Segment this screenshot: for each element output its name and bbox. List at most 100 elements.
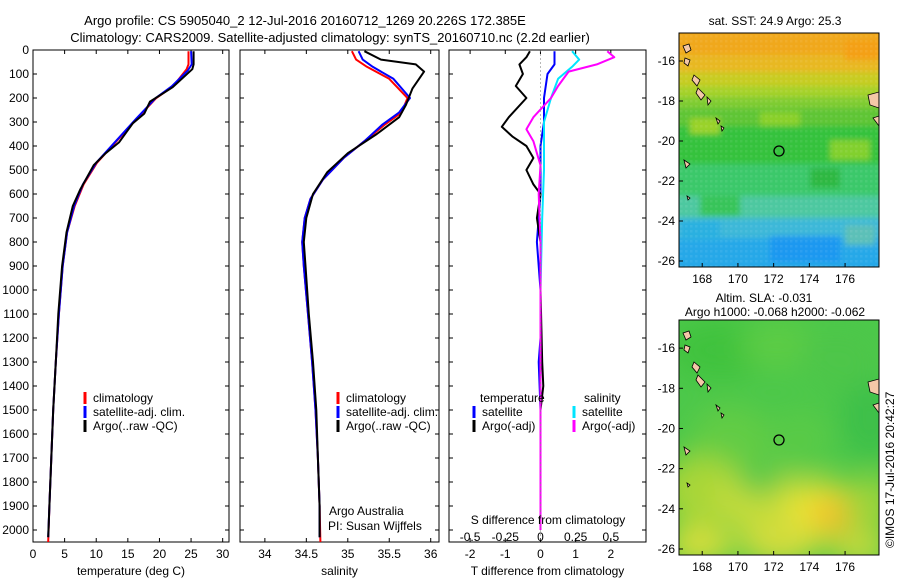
difference-x-axis-label: T difference from climatology: [471, 564, 625, 578]
sla-map-title-line2: Argo h1000: -0.068 h2000: -0.062: [685, 305, 865, 319]
x-tick-label: -1: [500, 547, 511, 561]
y-tick-label: 500: [9, 163, 29, 177]
legend-title-temperature: temperature: [480, 391, 545, 405]
y-tick-label: 1400: [2, 379, 29, 393]
salinity-plot-frame: [239, 49, 440, 543]
sst-map-frame: [678, 32, 880, 268]
x-tick-label: 10: [90, 547, 104, 561]
x-tick-label: 0: [537, 547, 544, 561]
sla-island-shapes: [682, 330, 879, 488]
legend-label-argo: Argo(..raw -QC): [93, 419, 178, 433]
x-tick-label: 35: [341, 547, 355, 561]
s-diff-tick-label: 0.5: [602, 530, 619, 544]
legend-label-satellite: satellite-adj. clim.: [93, 405, 185, 419]
x-tick-label: 2: [607, 547, 614, 561]
s-diff-tick-label: 0.25: [564, 530, 588, 544]
sla-map-frame: [678, 319, 880, 556]
salinity-x-axis-label: salinity: [321, 564, 358, 578]
sla-argo-position-marker: [773, 434, 785, 446]
y-tick-label: 700: [9, 211, 29, 225]
sla-map-axes: 168 170 172 174 176 -16 -18 -20 -22 -24 -26: [658, 341, 856, 574]
s-difference-axis-label: S difference from climatology: [471, 513, 626, 527]
temperature-series-argo-raw-qc: [47, 51, 195, 538]
x-tick-label: 15: [121, 547, 135, 561]
figure-title-line2: Climatology: CARS2009. Satellite-adjuste…: [70, 30, 590, 45]
map-y-tick-label: -16: [658, 341, 676, 355]
x-tick-label: 5: [61, 547, 68, 561]
map-y-tick-label: -26: [658, 254, 676, 268]
y-tick-label: 1500: [2, 403, 29, 417]
figure-title-line1: Argo profile: CS 5905040_2 12-Jul-2016 2…: [84, 13, 526, 28]
legend-label-argo: Argo(..raw -QC): [346, 419, 431, 433]
y-tick-label: 400: [9, 139, 29, 153]
temperature-series-climatology: [47, 51, 190, 543]
y-tick-label: 1000: [2, 283, 29, 297]
map-x-tick-label: 174: [799, 272, 819, 286]
map-x-tick-label: 172: [764, 272, 784, 286]
x-tick-label: 30: [216, 547, 230, 561]
map-x-tick-label: 176: [835, 272, 855, 286]
map-x-tick-label: 172: [764, 560, 784, 574]
legend-label-climatology: climatology: [346, 391, 406, 405]
map-x-tick-label: 174: [799, 560, 819, 574]
difference-series-s-satellite: [539, 50, 581, 530]
y-tick-label: 200: [9, 91, 29, 105]
x-tick-label: 35.5: [378, 547, 402, 561]
y-tick-label: 1800: [2, 475, 29, 489]
map-y-tick-label: -20: [658, 134, 676, 148]
y-tick-label: 0: [22, 43, 29, 57]
temperature-panel: 0100200300400500600700800900100011001200…: [2, 43, 229, 578]
y-tick-label: 1700: [2, 451, 29, 465]
x-tick-label: -2: [465, 547, 476, 561]
legend-label-climatology: climatology: [93, 391, 153, 405]
map-y-tick-label: -24: [658, 502, 676, 516]
temperature-series-satellite-adj-clim: [47, 51, 193, 538]
legend-title-salinity: salinity: [584, 391, 621, 405]
argo-group-label: Argo Australia: [329, 504, 404, 518]
difference-plot-frame: [448, 49, 647, 543]
y-tick-label: 800: [9, 235, 29, 249]
temperature-plot-frame: [32, 49, 230, 543]
temperature-legend: climatology satellite-adj. clim. Argo(..…: [83, 391, 185, 433]
legend-label-t-argo: Argo(-adj): [482, 419, 535, 433]
y-tick-label: 1900: [2, 499, 29, 513]
s-diff-tick-label: -0.25: [492, 530, 520, 544]
salinity-panel: 34 34.5 35 35.5 36 salinity: [239, 49, 440, 578]
salinity-legend: climatology satellite-adj. clim. Argo(..…: [336, 391, 438, 433]
map-x-tick-label: 168: [692, 560, 712, 574]
map-y-tick-label: -22: [658, 462, 676, 476]
x-tick-label: 34.5: [295, 547, 319, 561]
x-tick-label: 0: [30, 547, 37, 561]
x-tick-label: 1: [572, 547, 579, 561]
y-tick-label: 100: [9, 67, 29, 81]
difference-salinity-legend: salinity satellite Argo(-adj): [572, 391, 635, 433]
map-y-tick-label: -18: [658, 381, 676, 395]
difference-temperature-legend: temperature satellite Argo(-adj): [472, 391, 545, 433]
map-y-tick-label: -16: [658, 54, 676, 68]
sst-island-shapes: [682, 43, 879, 201]
map-y-tick-label: -18: [658, 94, 676, 108]
difference-series-s-argo-adj: [525, 50, 616, 530]
legend-label-s-argo: Argo(-adj): [582, 419, 635, 433]
sla-map-title-line1: Altim. SLA: -0.031: [716, 291, 813, 305]
x-tick-label: 36: [424, 547, 438, 561]
y-tick-label: 2000: [2, 523, 29, 537]
pi-label: PI: Susan Wijffels: [328, 519, 422, 533]
x-tick-label: 20: [153, 547, 167, 561]
map-x-tick-label: 176: [835, 560, 855, 574]
sla-heatmap: [679, 320, 879, 555]
y-tick-label: 1200: [2, 331, 29, 345]
legend-label-t-satellite: satellite: [482, 405, 523, 419]
map-y-tick-label: -20: [658, 421, 676, 435]
legend-label-s-satellite: satellite: [582, 405, 623, 419]
sst-argo-position-marker: [773, 145, 785, 157]
map-y-tick-label: -26: [658, 542, 676, 556]
s-diff-tick-label: 0: [537, 530, 544, 544]
map-x-tick-label: 170: [728, 272, 748, 286]
y-tick-label: 600: [9, 187, 29, 201]
map-y-tick-label: -24: [658, 214, 676, 228]
sst-heatmap: [679, 33, 879, 267]
sst-map-title: sat. SST: 24.9 Argo: 25.3: [709, 14, 842, 28]
map-y-tick-label: -22: [658, 174, 676, 188]
